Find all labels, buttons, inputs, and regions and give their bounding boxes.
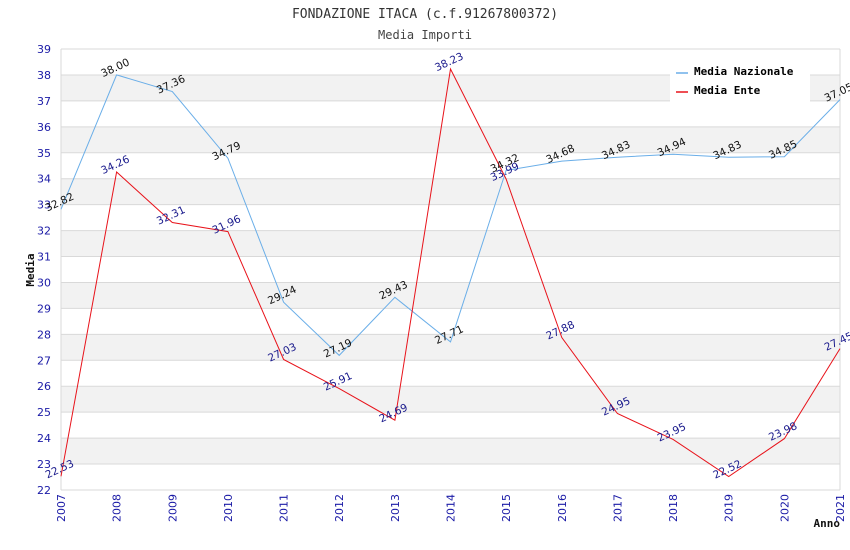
x-tick-label: 2007 bbox=[55, 494, 68, 522]
chart-title: FONDAZIONE ITACA (c.f.91267800372) bbox=[292, 7, 558, 22]
y-tick-label: 31 bbox=[37, 251, 51, 264]
x-tick-label: 2009 bbox=[166, 494, 179, 522]
y-tick-label: 35 bbox=[37, 147, 51, 160]
y-tick-label: 24 bbox=[37, 432, 51, 445]
y-tick-label: 29 bbox=[37, 302, 51, 315]
y-axis-ticks: 22 23 24 25 26 27 28 29 30 31 32 33 34 35 36 37 38 39 bbox=[37, 43, 51, 497]
y-tick-label: 28 bbox=[37, 328, 51, 341]
y-tick-label: 25 bbox=[37, 406, 51, 419]
legend-label-entity: Media Ente bbox=[694, 84, 761, 97]
background-bands bbox=[61, 74, 840, 465]
y-tick-label: 23 bbox=[37, 458, 51, 471]
band bbox=[61, 386, 840, 413]
x-tick-label: 2018 bbox=[667, 494, 680, 522]
x-tick-label: 2012 bbox=[333, 494, 346, 522]
x-tick-label: 2011 bbox=[278, 494, 291, 522]
band bbox=[61, 230, 840, 257]
x-axis-label: Anno bbox=[814, 517, 841, 530]
data-label: 34.26 bbox=[99, 153, 132, 177]
y-tick-label: 37 bbox=[37, 95, 51, 108]
data-labels: 32.8238.0037.3634.7929.2427.1929.4327.71… bbox=[44, 50, 850, 481]
y-axis-label: Media bbox=[24, 253, 37, 286]
series-line-national bbox=[60, 74, 841, 357]
chart-subtitle: Media Importi bbox=[378, 28, 472, 42]
x-tick-label: 2015 bbox=[500, 494, 513, 522]
x-tick-label: 2020 bbox=[778, 494, 791, 522]
y-tick-label: 38 bbox=[37, 69, 51, 82]
band bbox=[61, 334, 840, 361]
y-tick-label: 32 bbox=[37, 225, 51, 238]
x-axis-ticks: 2007 2008 2009 2010 2011 2012 2013 2014 2015 2016… bbox=[55, 494, 847, 522]
y-tick-label: 39 bbox=[37, 43, 51, 56]
band bbox=[61, 178, 840, 205]
x-tick-label: 2013 bbox=[389, 494, 402, 522]
band bbox=[61, 438, 840, 465]
y-tick-label: 27 bbox=[37, 354, 51, 367]
legend-background bbox=[670, 60, 810, 102]
series-lines bbox=[60, 67, 841, 478]
y-tick-label: 30 bbox=[37, 276, 51, 289]
y-tick-label: 33 bbox=[37, 199, 51, 212]
data-label: 32.82 bbox=[44, 191, 76, 215]
x-tick-label: 2016 bbox=[556, 494, 569, 522]
x-tick-label: 2008 bbox=[111, 494, 124, 522]
series-line-entity bbox=[60, 67, 841, 478]
legend: Media Nazionale Media Ente bbox=[670, 60, 810, 102]
grid-lines bbox=[60, 48, 841, 491]
x-tick-label: 2021 bbox=[834, 494, 847, 522]
y-tick-label: 34 bbox=[37, 173, 51, 186]
y-tick-label: 36 bbox=[37, 121, 51, 134]
y-tick-label: 26 bbox=[37, 380, 51, 393]
legend-label-national: Media Nazionale bbox=[694, 65, 794, 78]
x-tick-label: 2014 bbox=[445, 494, 458, 522]
x-tick-label: 2019 bbox=[723, 494, 736, 522]
band bbox=[61, 282, 840, 309]
band bbox=[61, 126, 840, 153]
x-tick-label: 2010 bbox=[222, 494, 235, 522]
x-tick-label: 2017 bbox=[611, 494, 624, 522]
y-tick-label: 22 bbox=[37, 484, 51, 497]
data-label: 38.23 bbox=[433, 50, 465, 74]
